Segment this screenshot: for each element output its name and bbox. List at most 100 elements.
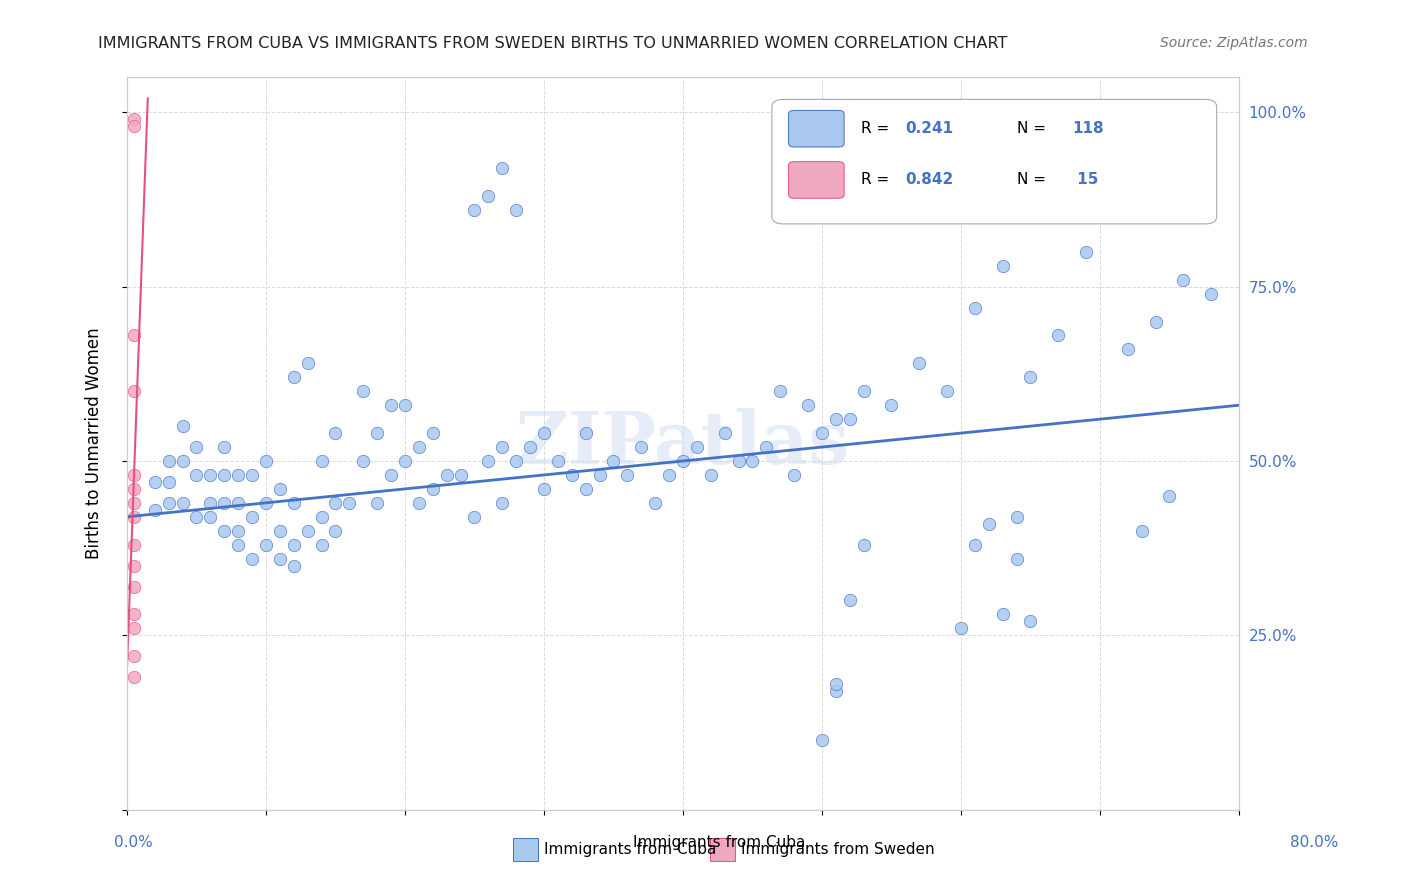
Point	[977, 516, 1000, 531]
Point	[811, 426, 834, 441]
Point	[463, 202, 485, 217]
Text: Immigrants from Cuba: Immigrants from Cuba	[544, 842, 717, 856]
Point	[157, 496, 180, 510]
Point	[575, 426, 598, 441]
Text: R =: R =	[860, 121, 894, 136]
Point	[519, 440, 541, 454]
Point	[450, 467, 472, 482]
Point	[824, 684, 846, 698]
Point	[186, 467, 208, 482]
Point	[755, 440, 778, 454]
Point	[602, 454, 624, 468]
Point	[122, 621, 145, 635]
Point	[727, 454, 749, 468]
Text: R =: R =	[860, 172, 894, 187]
Point	[908, 356, 931, 370]
Point	[394, 454, 416, 468]
Point	[283, 496, 305, 510]
Text: IMMIGRANTS FROM CUBA VS IMMIGRANTS FROM SWEDEN BIRTHS TO UNMARRIED WOMEN CORRELA: IMMIGRANTS FROM CUBA VS IMMIGRANTS FROM …	[98, 36, 1008, 51]
Point	[200, 509, 222, 524]
Point	[963, 538, 986, 552]
Point	[122, 670, 145, 684]
Point	[1047, 328, 1070, 343]
Point	[380, 467, 402, 482]
Point	[297, 356, 319, 370]
Point	[838, 412, 860, 426]
Point	[122, 558, 145, 573]
Point	[366, 426, 388, 441]
Point	[200, 467, 222, 482]
Point	[1159, 489, 1181, 503]
Point	[672, 454, 695, 468]
Point	[1019, 370, 1042, 384]
Point	[769, 384, 792, 399]
Point	[477, 189, 499, 203]
Point	[838, 593, 860, 607]
Point	[240, 551, 263, 566]
Text: 80.0%: 80.0%	[1291, 836, 1339, 850]
Point	[463, 509, 485, 524]
Point	[226, 524, 249, 538]
Point	[797, 398, 820, 412]
Point	[713, 426, 735, 441]
Point	[1116, 343, 1139, 357]
Point	[949, 621, 972, 635]
Point	[122, 482, 145, 496]
Point	[991, 259, 1014, 273]
Point	[852, 384, 875, 399]
Point	[436, 467, 458, 482]
Point	[575, 482, 598, 496]
Point	[186, 509, 208, 524]
Point	[254, 538, 277, 552]
Point	[283, 538, 305, 552]
Point	[408, 496, 430, 510]
FancyBboxPatch shape	[789, 161, 844, 198]
Point	[143, 503, 166, 517]
Point	[477, 454, 499, 468]
Point	[1019, 615, 1042, 629]
Point	[616, 467, 638, 482]
Text: 0.842: 0.842	[905, 172, 953, 187]
Point	[1130, 524, 1153, 538]
Point	[1144, 314, 1167, 328]
Point	[172, 454, 194, 468]
Point	[422, 482, 444, 496]
Point	[491, 496, 513, 510]
Point	[547, 454, 569, 468]
Point	[852, 538, 875, 552]
Point	[269, 551, 291, 566]
Text: 0.0%: 0.0%	[114, 836, 153, 850]
Point	[1005, 509, 1028, 524]
Point	[200, 496, 222, 510]
Point	[1074, 244, 1097, 259]
Point	[311, 509, 333, 524]
Text: 15: 15	[1073, 172, 1098, 187]
Point	[269, 524, 291, 538]
Point	[811, 733, 834, 747]
Point	[212, 440, 235, 454]
Point	[122, 384, 145, 399]
Point	[325, 496, 347, 510]
Point	[212, 496, 235, 510]
Point	[561, 467, 583, 482]
Text: 0.241: 0.241	[905, 121, 953, 136]
Point	[283, 558, 305, 573]
Point	[172, 419, 194, 434]
Point	[880, 398, 903, 412]
Point	[741, 454, 763, 468]
Point	[422, 426, 444, 441]
Point	[686, 440, 709, 454]
Point	[122, 467, 145, 482]
Point	[408, 440, 430, 454]
Point	[226, 496, 249, 510]
Point	[254, 496, 277, 510]
Point	[352, 384, 374, 399]
Point	[1173, 273, 1195, 287]
Point	[352, 454, 374, 468]
Text: N =: N =	[1017, 121, 1050, 136]
Point	[366, 496, 388, 510]
Text: ZIPatlas: ZIPatlas	[516, 408, 851, 479]
Point	[533, 482, 555, 496]
Point	[157, 475, 180, 489]
Point	[172, 496, 194, 510]
